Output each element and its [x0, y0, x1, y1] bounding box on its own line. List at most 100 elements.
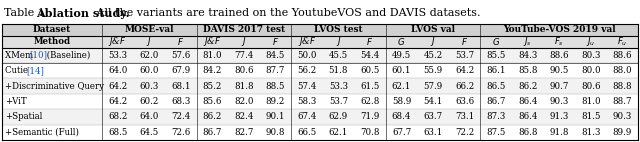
Text: 89.9: 89.9 — [612, 128, 632, 137]
Text: 80.6: 80.6 — [234, 66, 253, 75]
Text: 86.4: 86.4 — [518, 112, 538, 121]
Text: 66.5: 66.5 — [298, 128, 317, 137]
Text: 81.8: 81.8 — [234, 82, 253, 91]
Bar — [2, 94, 638, 109]
Text: 81.0: 81.0 — [202, 51, 222, 60]
Text: Method: Method — [33, 37, 70, 46]
Text: $\mathit{G}$: $\mathit{G}$ — [397, 36, 406, 47]
Text: 58.3: 58.3 — [298, 97, 317, 106]
Text: Ablation study.: Ablation study. — [36, 8, 129, 19]
Text: 54.4: 54.4 — [360, 51, 380, 60]
Bar — [2, 48, 638, 63]
Text: 61.5: 61.5 — [360, 82, 380, 91]
Text: 85.6: 85.6 — [203, 97, 222, 106]
Text: XMem: XMem — [5, 51, 36, 60]
Text: $\mathit{F}$: $\mathit{F}$ — [272, 36, 279, 47]
Text: 68.5: 68.5 — [108, 128, 127, 137]
Text: 84.3: 84.3 — [518, 51, 537, 60]
Text: $\mathit{J}$: $\mathit{J}$ — [241, 35, 247, 48]
Text: +Semantic (Full): +Semantic (Full) — [5, 128, 79, 137]
Text: LVOS val: LVOS val — [411, 26, 455, 35]
Text: YouTube-VOS 2019 val: YouTube-VOS 2019 val — [503, 26, 616, 35]
Text: 87.3: 87.3 — [486, 112, 506, 121]
Text: [14]: [14] — [26, 66, 44, 75]
Text: 62.1: 62.1 — [392, 82, 412, 91]
Text: 86.4: 86.4 — [518, 97, 538, 106]
Text: (Baseline): (Baseline) — [44, 51, 90, 60]
Bar — [2, 125, 638, 140]
Text: $\mathit{J}$&$\mathit{F}$: $\mathit{J}$&$\mathit{F}$ — [108, 35, 127, 48]
Text: MOSE-val: MOSE-val — [125, 26, 174, 35]
Text: 72.6: 72.6 — [171, 128, 191, 137]
Text: 70.8: 70.8 — [360, 128, 380, 137]
Text: 80.3: 80.3 — [581, 51, 600, 60]
Text: 86.8: 86.8 — [518, 128, 538, 137]
Text: 62.1: 62.1 — [329, 128, 348, 137]
Text: 57.9: 57.9 — [424, 82, 443, 91]
Text: 67.9: 67.9 — [171, 66, 191, 75]
Text: $\mathit{J}$: $\mathit{J}$ — [430, 35, 436, 48]
Text: 81.5: 81.5 — [581, 112, 600, 121]
Text: 88.0: 88.0 — [612, 66, 632, 75]
Text: 68.3: 68.3 — [171, 97, 191, 106]
Text: 53.3: 53.3 — [329, 82, 348, 91]
Text: 50.0: 50.0 — [297, 51, 317, 60]
Text: 82.0: 82.0 — [234, 97, 253, 106]
Text: 91.8: 91.8 — [549, 128, 569, 137]
Text: 49.5: 49.5 — [392, 51, 411, 60]
Text: $\mathit{J}_u$: $\mathit{J}_u$ — [586, 35, 595, 48]
Text: $\mathit{F}$: $\mathit{F}$ — [461, 36, 468, 47]
Text: 90.3: 90.3 — [612, 112, 632, 121]
Text: 91.3: 91.3 — [550, 112, 569, 121]
Text: $\mathit{F}$: $\mathit{F}$ — [367, 36, 374, 47]
Text: $\mathit{J}$: $\mathit{J}$ — [147, 35, 152, 48]
Text: 90.3: 90.3 — [550, 97, 569, 106]
Bar — [2, 78, 638, 94]
Text: [10]: [10] — [29, 51, 47, 60]
Text: $\mathit{J}_s$: $\mathit{J}_s$ — [523, 35, 532, 48]
Text: 86.5: 86.5 — [486, 82, 506, 91]
Text: 85.2: 85.2 — [203, 82, 222, 91]
Text: 66.2: 66.2 — [455, 82, 474, 91]
Text: 56.2: 56.2 — [298, 66, 317, 75]
Text: 85.5: 85.5 — [486, 51, 506, 60]
Text: 90.5: 90.5 — [550, 66, 569, 75]
Text: 90.7: 90.7 — [550, 82, 569, 91]
Text: 64.2: 64.2 — [108, 97, 127, 106]
Text: 80.0: 80.0 — [581, 66, 600, 75]
Bar — [2, 63, 638, 78]
Text: 54.1: 54.1 — [424, 97, 443, 106]
Text: 88.6: 88.6 — [549, 51, 569, 60]
Text: 90.8: 90.8 — [266, 128, 285, 137]
Text: 82.7: 82.7 — [234, 128, 253, 137]
Bar — [2, 24, 638, 48]
Text: +Discriminative Query: +Discriminative Query — [5, 82, 104, 91]
Text: 60.3: 60.3 — [140, 82, 159, 91]
Text: +Spatial: +Spatial — [5, 112, 42, 121]
Text: $\mathit{G}$: $\mathit{G}$ — [492, 36, 500, 47]
Text: 64.5: 64.5 — [140, 128, 159, 137]
Bar — [2, 36, 638, 48]
Text: 62.9: 62.9 — [329, 112, 348, 121]
Text: 85.8: 85.8 — [518, 66, 538, 75]
Text: 77.4: 77.4 — [234, 51, 253, 60]
Text: LVOS test: LVOS test — [314, 26, 363, 35]
Text: $\mathit{F}_s$: $\mathit{F}_s$ — [554, 36, 564, 48]
Text: 68.2: 68.2 — [108, 112, 127, 121]
Text: 68.4: 68.4 — [392, 112, 412, 121]
Text: 80.6: 80.6 — [581, 82, 600, 91]
Text: $\mathit{F}_u$: $\mathit{F}_u$ — [617, 36, 627, 48]
Text: $\mathit{F}$: $\mathit{F}$ — [177, 36, 184, 47]
Text: 87.7: 87.7 — [266, 66, 285, 75]
Text: 55.9: 55.9 — [424, 66, 443, 75]
Text: 57.4: 57.4 — [298, 82, 317, 91]
Text: 89.2: 89.2 — [266, 97, 285, 106]
Text: 45.2: 45.2 — [424, 51, 443, 60]
Text: +ViT: +ViT — [5, 97, 27, 106]
Text: 60.5: 60.5 — [360, 66, 380, 75]
Text: 68.1: 68.1 — [171, 82, 191, 91]
Text: Table 1:: Table 1: — [4, 8, 52, 18]
Text: 51.8: 51.8 — [329, 66, 348, 75]
Text: 81.0: 81.0 — [581, 97, 600, 106]
Text: 60.1: 60.1 — [392, 66, 412, 75]
